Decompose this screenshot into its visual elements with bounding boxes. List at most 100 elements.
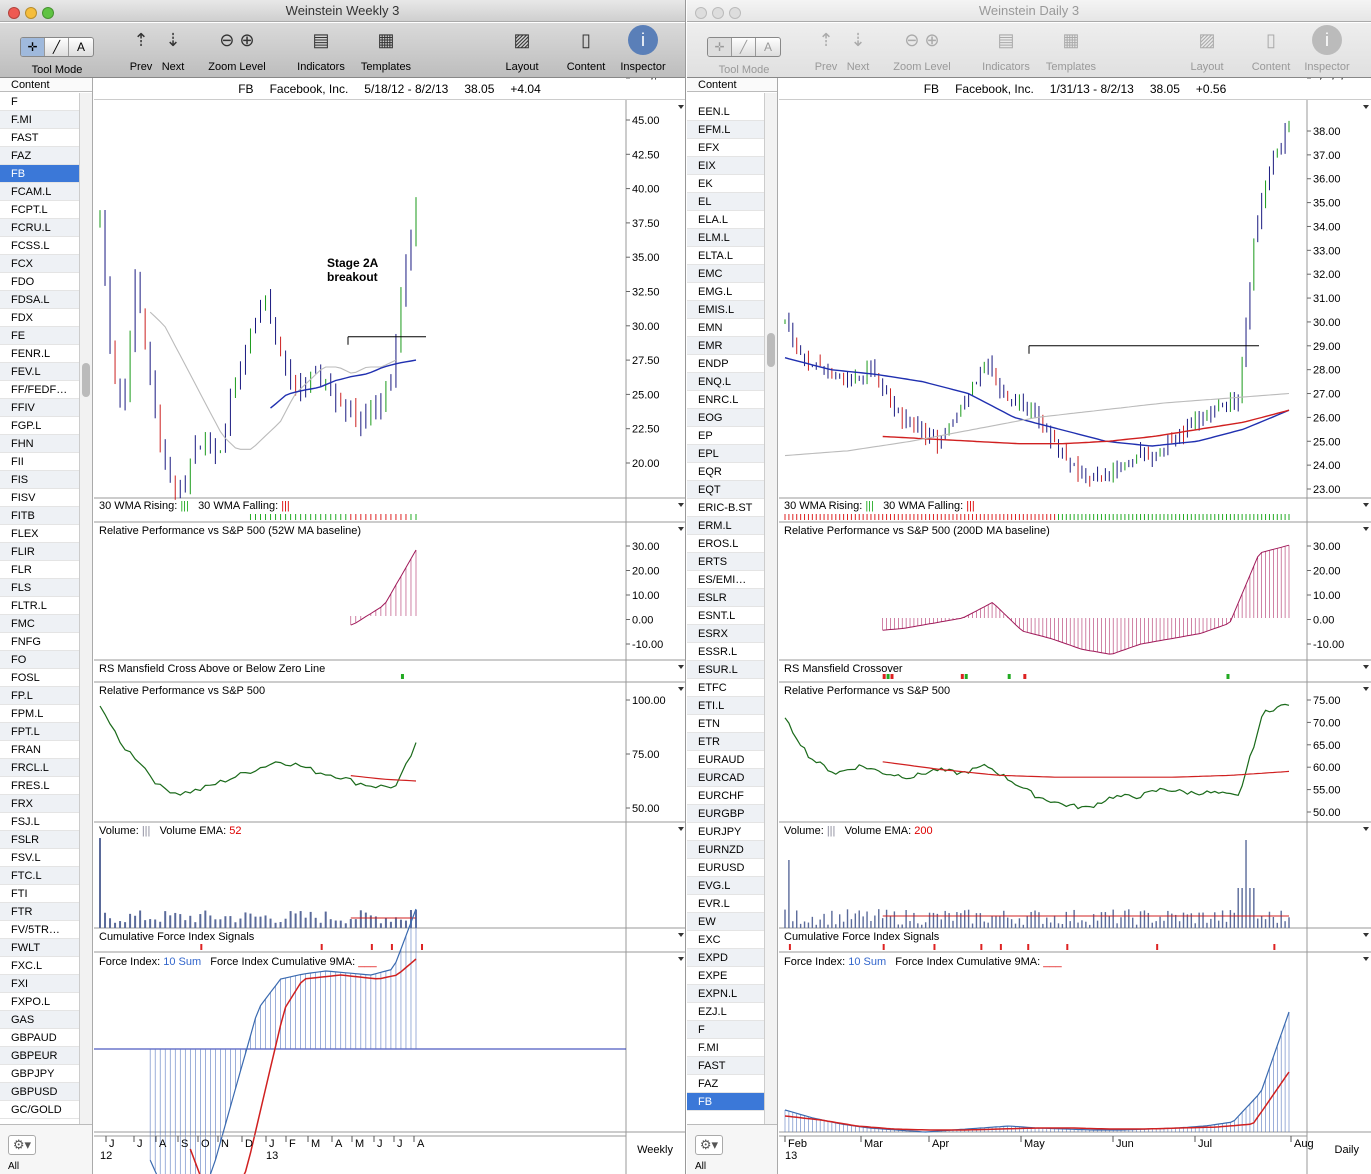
minimize-icon[interactable] [712, 7, 724, 19]
symbol-item[interactable]: FTC.L [0, 867, 79, 885]
symbol-item[interactable]: FCSS.L [0, 237, 79, 255]
symbol-item[interactable]: EL [687, 193, 764, 211]
symbol-item[interactable]: EIX [687, 157, 764, 175]
tool-mode-segment[interactable]: ✛ ╱ A [20, 37, 94, 57]
inspector-button[interactable]: i Inspector [1299, 25, 1355, 73]
symbol-item[interactable]: ENRC.L [687, 391, 764, 409]
symbol-item[interactable]: EURJPY [687, 823, 764, 841]
symbol-item[interactable]: GBPJPY [0, 1065, 79, 1083]
frequency-label[interactable]: Weekly [637, 1144, 673, 1156]
symbol-item[interactable]: ETN [687, 715, 764, 733]
symbol-item[interactable]: EZJ.L [687, 1003, 764, 1021]
prev-button[interactable]: ⇡ Prev [811, 25, 841, 73]
indicators-button[interactable]: ▤ Indicators [292, 25, 350, 73]
symbol-item[interactable]: EFM.L [687, 121, 764, 139]
symbol-item[interactable]: EXPD [687, 949, 764, 967]
symbol-item[interactable]: GBPUSD [0, 1083, 79, 1101]
symbol-item[interactable]: FF/FEDF… [0, 381, 79, 399]
symbol-item[interactable]: ES/EMI… [687, 571, 764, 589]
symbol-item[interactable]: FNFG [0, 633, 79, 651]
symbol-item[interactable]: EROS.L [687, 535, 764, 553]
content-button[interactable]: ▯ Content [1247, 25, 1295, 73]
symbol-item[interactable]: FOSL [0, 669, 79, 687]
symbol-item[interactable]: FCPT.L [0, 201, 79, 219]
symbol-item[interactable]: FDX [0, 309, 79, 327]
symbol-item[interactable]: FAST [687, 1057, 764, 1075]
symbol-item[interactable]: FITB [0, 507, 79, 525]
symbol-item[interactable]: EURUSD [687, 859, 764, 877]
next-button[interactable]: ⇣ Next [843, 25, 873, 73]
symbol-item[interactable]: FTI [0, 885, 79, 903]
symbol-item[interactable]: EP [687, 427, 764, 445]
symbol-item[interactable]: EURGBP [687, 805, 764, 823]
weekly-chart[interactable]: FB Facebook, Inc. 5/18/12 - 8/2/13 38.05 +4.… [94, 78, 685, 1174]
symbol-item[interactable]: FCX [0, 255, 79, 273]
close-icon[interactable] [695, 7, 707, 19]
daily-chart[interactable]: FB Facebook, Inc. 1/31/13 - 8/2/13 38.05 +0.… [779, 78, 1371, 1174]
symbol-item[interactable]: ERM.L [687, 517, 764, 535]
symbol-item[interactable]: FB [0, 165, 79, 183]
symbol-item[interactable]: FRCL.L [0, 759, 79, 777]
symbol-item[interactable]: FDO [0, 273, 79, 291]
zoom-icon[interactable] [729, 7, 741, 19]
symbol-item[interactable]: ESNT.L [687, 607, 764, 625]
symbol-item[interactable]: FXPO.L [0, 993, 79, 1011]
symbol-item[interactable]: FCAM.L [0, 183, 79, 201]
symbol-item[interactable]: ENDP [687, 355, 764, 373]
symbol-item[interactable]: FLEX [0, 525, 79, 543]
symbol-item[interactable]: EURAUD [687, 751, 764, 769]
symbol-item[interactable]: FMC [0, 615, 79, 633]
title-bar[interactable]: Weinstein Daily 3 [687, 0, 1371, 22]
all-label[interactable]: All [8, 1161, 20, 1172]
symbol-item[interactable]: EXPE [687, 967, 764, 985]
crosshair-icon[interactable]: ✛ [21, 38, 45, 56]
symbol-item[interactable]: ETFC [687, 679, 764, 697]
symbol-item[interactable]: FHN [0, 435, 79, 453]
symbol-item[interactable]: FSLR [0, 831, 79, 849]
symbol-item[interactable]: ESLR [687, 589, 764, 607]
templates-button[interactable]: ▦ Templates [1041, 25, 1101, 73]
symbol-item[interactable]: FIS [0, 471, 79, 489]
symbol-item[interactable]: FRAN [0, 741, 79, 759]
symbol-item[interactable]: EQR [687, 463, 764, 481]
symbol-item[interactable]: FRX [0, 795, 79, 813]
frequency-label[interactable]: Daily [1334, 1144, 1359, 1156]
symbol-item[interactable]: ESRX [687, 625, 764, 643]
symbol-item[interactable]: EOG [687, 409, 764, 427]
symbol-item[interactable]: EMG.L [687, 283, 764, 301]
symbol-item[interactable]: FAZ [687, 1075, 764, 1093]
symbol-item[interactable]: EXC [687, 931, 764, 949]
line-tool-icon[interactable]: ╱ [45, 38, 69, 56]
symbol-item[interactable]: FDSA.L [0, 291, 79, 309]
symbol-item[interactable]: EQT [687, 481, 764, 499]
symbol-item[interactable]: FB [687, 1093, 764, 1111]
symbol-item[interactable]: FE [0, 327, 79, 345]
symbol-item[interactable]: EFX [687, 139, 764, 157]
symbol-item[interactable]: ESSR.L [687, 643, 764, 661]
symbol-item[interactable]: EVR.L [687, 895, 764, 913]
symbol-item[interactable]: FPT.L [0, 723, 79, 741]
tool-mode-control[interactable]: ✛ ╱ A Tool Mode [701, 25, 787, 76]
symbol-item[interactable]: EMN [687, 319, 764, 337]
symbol-item[interactable]: FAST [0, 129, 79, 147]
symbol-item[interactable]: ENQ.L [687, 373, 764, 391]
symbol-item[interactable]: ERTS [687, 553, 764, 571]
symbol-item[interactable]: FSV.L [0, 849, 79, 867]
symbol-item[interactable]: FLS [0, 579, 79, 597]
symbol-item[interactable]: EURNZD [687, 841, 764, 859]
symbol-item[interactable]: EURCAD [687, 769, 764, 787]
symbol-item[interactable]: EMR [687, 337, 764, 355]
symbol-item[interactable]: GAS [0, 1011, 79, 1029]
templates-button[interactable]: ▦ Templates [356, 25, 416, 73]
symbol-item[interactable]: FLTR.L [0, 597, 79, 615]
symbol-item[interactable]: FXC.L [0, 957, 79, 975]
symbol-item[interactable]: ETR [687, 733, 764, 751]
symbol-item[interactable]: FSJ.L [0, 813, 79, 831]
symbol-item[interactable]: F.MI [0, 111, 79, 129]
tool-mode-segment[interactable]: ✛ ╱ A [707, 37, 781, 57]
symbol-item[interactable]: FXI [0, 975, 79, 993]
symbol-item[interactable]: GC/GOLD [0, 1101, 79, 1119]
scroll-thumb[interactable] [767, 333, 775, 367]
line-tool-icon[interactable]: ╱ [732, 38, 756, 56]
prev-button[interactable]: ⇡ Prev [126, 25, 156, 73]
